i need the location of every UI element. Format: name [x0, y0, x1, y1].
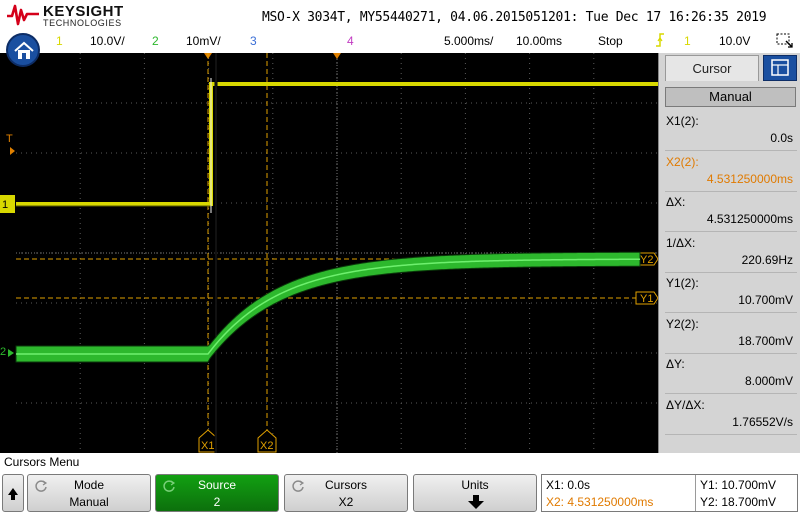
channel-status-bar: 1 10.0V/ 2 10mV/ 3 4 5.000ms/ 10.00ms St… [0, 31, 800, 53]
trigger-level[interactable]: 10.0V [719, 34, 751, 48]
trigger-source[interactable]: 1 [684, 34, 691, 48]
cursor-readout-item: ΔY: 8.000mV [665, 354, 797, 394]
waveform-graticule: Y2 Y1 X1 X2 T 1 2 [0, 53, 658, 453]
down-arrow-icon [468, 495, 484, 509]
ch1-number[interactable]: 1 [56, 34, 63, 48]
mode-softkey-label: Mode [73, 478, 105, 492]
cursor-readout-label: X2(2): [666, 154, 699, 169]
mode-softkey[interactable]: Mode Manual [27, 474, 151, 512]
cursor-readout-value: 4.531250000ms [706, 171, 793, 186]
cursor-readout-item: X1(2): 0.0s [665, 111, 797, 151]
units-softkey[interactable]: Units [413, 474, 537, 512]
ch2-marker-label[interactable]: 2 [0, 346, 6, 358]
cursor-y2-label: Y2 [640, 254, 653, 266]
readout-x2: X2: 4.531250000ms [546, 495, 654, 509]
cursor-readout-label: ΔY: [666, 357, 685, 371]
logo-brand-text: KEYSIGHT [43, 3, 124, 20]
cursor-mode-button[interactable]: Manual [665, 87, 796, 107]
home-icon[interactable] [6, 33, 40, 67]
cursor-y1-label: Y1 [640, 293, 653, 305]
source-softkey-label: Source [197, 478, 237, 492]
ch4-number[interactable]: 4 [347, 34, 354, 48]
instrument-title: MSO-X 3034T, MY55440271, 04.06.201505120… [262, 10, 767, 25]
cursor-readout-value: 18.700mV [738, 333, 793, 348]
zoom-box-icon[interactable] [776, 33, 794, 49]
cursor-readout-label: X1(2): [666, 114, 699, 128]
cursor-readout-value: 10.700mV [738, 293, 793, 307]
cursor-readout-item: ΔY/ΔX: 1.76552V/s [665, 395, 797, 435]
ch1-marker-label: 1 [2, 199, 8, 211]
cursor-readout-item: Y1(2): 10.700mV [665, 273, 797, 313]
trigger-edge-icon [655, 32, 665, 51]
entry-knob-icon [163, 480, 176, 492]
ch2-scale[interactable]: 10mV/ [186, 34, 221, 48]
cursors-softkey-value: X2 [338, 495, 354, 509]
cursors-softkey-label: Cursors [324, 478, 367, 492]
keysight-wave-logo-icon [7, 4, 39, 26]
ch2-ground-marker [8, 349, 14, 357]
timebase-scale[interactable]: 5.000ms/ [444, 34, 494, 48]
waveform-display[interactable]: Y2 Y1 X1 X2 T 1 2 [0, 53, 658, 453]
cursor-readout-value: 220.69Hz [741, 252, 793, 267]
source-softkey-value: 2 [213, 495, 221, 509]
ch3-number[interactable]: 3 [250, 34, 257, 48]
readout-y1: Y1: 10.700mV [700, 478, 777, 492]
cursor-readout-item: ΔX: 4.531250000ms [665, 192, 797, 232]
readout-y2: Y2: 18.700mV [700, 495, 777, 509]
cursor-readout-label: ΔX: [666, 195, 686, 209]
mode-softkey-value: Manual [69, 495, 109, 509]
run-state[interactable]: Stop [598, 34, 623, 48]
up-arrow-icon [8, 488, 18, 500]
ch2-number[interactable]: 2 [152, 34, 159, 48]
cursor-readout-item: X2(2): 4.531250000ms [665, 152, 797, 192]
menu-title: Cursors Menu [0, 453, 800, 472]
ch1-ground-marker[interactable] [0, 195, 15, 213]
entry-knob-icon [292, 480, 305, 492]
readout-x1: X1: 0.0s [546, 478, 591, 492]
softkey-bar: Mode Manual Source 2 Cursors X2 Units X1… [0, 472, 800, 512]
ch2-waveform [15, 251, 641, 363]
cursor-tab[interactable]: Cursor [665, 55, 759, 81]
cursors-softkey[interactable]: Cursors X2 [284, 474, 408, 512]
sidebar-toggle-icon[interactable] [763, 55, 797, 81]
title-bar: KEYSIGHT TECHNOLOGIES MSO-X 3034T, MY554… [0, 0, 800, 31]
cursor-readout-label: Y1(2): [666, 276, 699, 290]
readout-divider [695, 475, 696, 511]
trigger-level-marker[interactable]: T [6, 133, 13, 145]
cursor-readout-value: 1.76552V/s [732, 414, 793, 429]
keysight-logo: KEYSIGHT TECHNOLOGIES [6, 2, 126, 29]
timebase-delay[interactable]: 10.00ms [516, 34, 563, 48]
cursor-side-panel: Cursor Manual X1(2): 0.0s X2(2): 4.53125000… [658, 53, 800, 453]
trigger-level-arrow [10, 147, 15, 155]
cursor-x1-label: X1 [201, 440, 214, 452]
cursor-readout-value: 4.531250000ms [706, 212, 793, 226]
cursor-y1-tag[interactable] [635, 291, 658, 305]
logo-sub-text: TECHNOLOGIES [43, 18, 122, 28]
ch2-waveform-core [16, 258, 641, 355]
back-button[interactable] [2, 474, 24, 512]
cursor-readout-label: ΔY/ΔX: [666, 397, 705, 412]
entry-knob-icon [35, 480, 48, 492]
source-softkey[interactable]: Source 2 [155, 474, 279, 512]
cursor-readout-item: Y2(2): 18.700mV [665, 314, 797, 354]
units-softkey-label: Units [461, 478, 489, 492]
cursor-readout-box: X1: 0.0s X2: 4.531250000ms Y1: 10.700mV … [541, 474, 798, 512]
cursor-x2-tag[interactable] [257, 429, 277, 453]
cursor-readout-item: 1/ΔX: 220.69Hz [665, 233, 797, 273]
center-time-marker [333, 53, 341, 59]
cursor-readout-label: Y2(2): [666, 316, 699, 331]
cursor-x2-label: X2 [260, 440, 273, 452]
cursor-readout-label: 1/ΔX: [666, 235, 696, 250]
cursor-readout-value: 0.0s [770, 131, 793, 145]
ch1-scale[interactable]: 10.0V/ [90, 34, 125, 48]
cursor-readout-value: 8.000mV [744, 374, 793, 388]
